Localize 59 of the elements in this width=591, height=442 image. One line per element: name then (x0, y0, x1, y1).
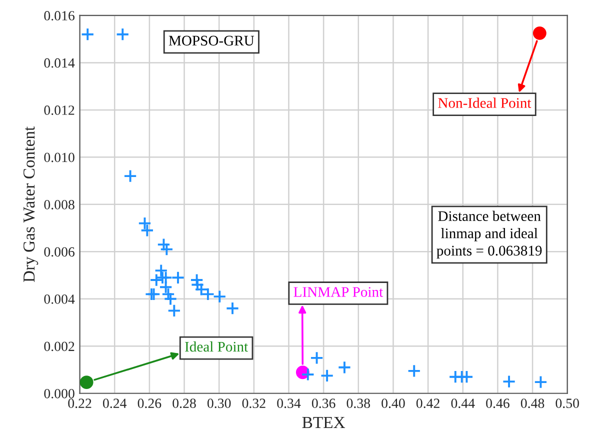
point (301, 368, 315, 382)
point (190, 273, 204, 287)
x-tick-label: 0.38 (346, 398, 370, 408)
point (161, 287, 176, 301)
x-tick-label: 0.50 (556, 398, 579, 408)
point (338, 360, 352, 374)
x-tick-label: 0.42 (416, 398, 440, 408)
point (320, 368, 334, 382)
point (171, 270, 185, 284)
point (156, 238, 171, 252)
point (201, 287, 215, 301)
point (502, 374, 516, 388)
x-tick-label: 0.48 (520, 398, 544, 408)
x-tick-label: 0.36 (312, 398, 336, 408)
point (212, 290, 226, 304)
x-tick-label: 0.28 (172, 398, 196, 408)
x-axis-title: BTEX (302, 417, 346, 428)
point (138, 216, 152, 230)
point (534, 375, 548, 389)
x-tick-label: 0.26 (138, 398, 162, 408)
point (164, 292, 178, 306)
y-tick-label: 0.016 (44, 11, 75, 20)
x-tick-label: 0.32 (242, 398, 266, 408)
x-tick-label: 0.40 (382, 398, 405, 408)
x-tick-label: 0.22 (68, 398, 92, 408)
point (116, 28, 130, 42)
point (194, 282, 208, 296)
point (159, 280, 173, 294)
annotation: Distance between linmap and ideal points = 0.063819 (436, 210, 542, 259)
y-axis-title: Dry Gas Water Content (23, 126, 38, 282)
annotation: Non-Ideal Point (438, 98, 532, 108)
point (124, 169, 138, 183)
y-tick-label: 0.010 (44, 152, 74, 162)
x-tick-label: 0.30 (207, 398, 231, 408)
y-tick-label: 0.002 (44, 342, 74, 352)
x-tick-label: 0.34 (277, 398, 301, 408)
point (310, 351, 324, 365)
point (532, 26, 546, 40)
y-tick-label: 0.008 (44, 200, 74, 210)
point (140, 224, 154, 238)
annotation: MOPSO-GRU (168, 36, 254, 46)
y-tick-label: 0.000 (44, 388, 74, 398)
x-tick-label: 0.24 (102, 398, 127, 408)
point (144, 287, 158, 301)
point (80, 376, 94, 389)
y-tick-label: 0.004 (44, 294, 75, 304)
point (80, 28, 94, 42)
point (159, 270, 173, 284)
x-tick-label: 0.46 (486, 398, 510, 408)
y-tick-label: 0.006 (44, 247, 75, 257)
point (407, 364, 421, 378)
x-tick-label: 0.44 (451, 398, 475, 408)
point (167, 304, 181, 318)
annotation: LINMAP Point (294, 287, 384, 297)
y-tick-label: 0.012 (44, 106, 74, 115)
point (160, 242, 174, 256)
annotation: Ideal Point (185, 341, 248, 352)
point (226, 302, 240, 316)
y-tick-label: 0.014 (44, 58, 75, 68)
